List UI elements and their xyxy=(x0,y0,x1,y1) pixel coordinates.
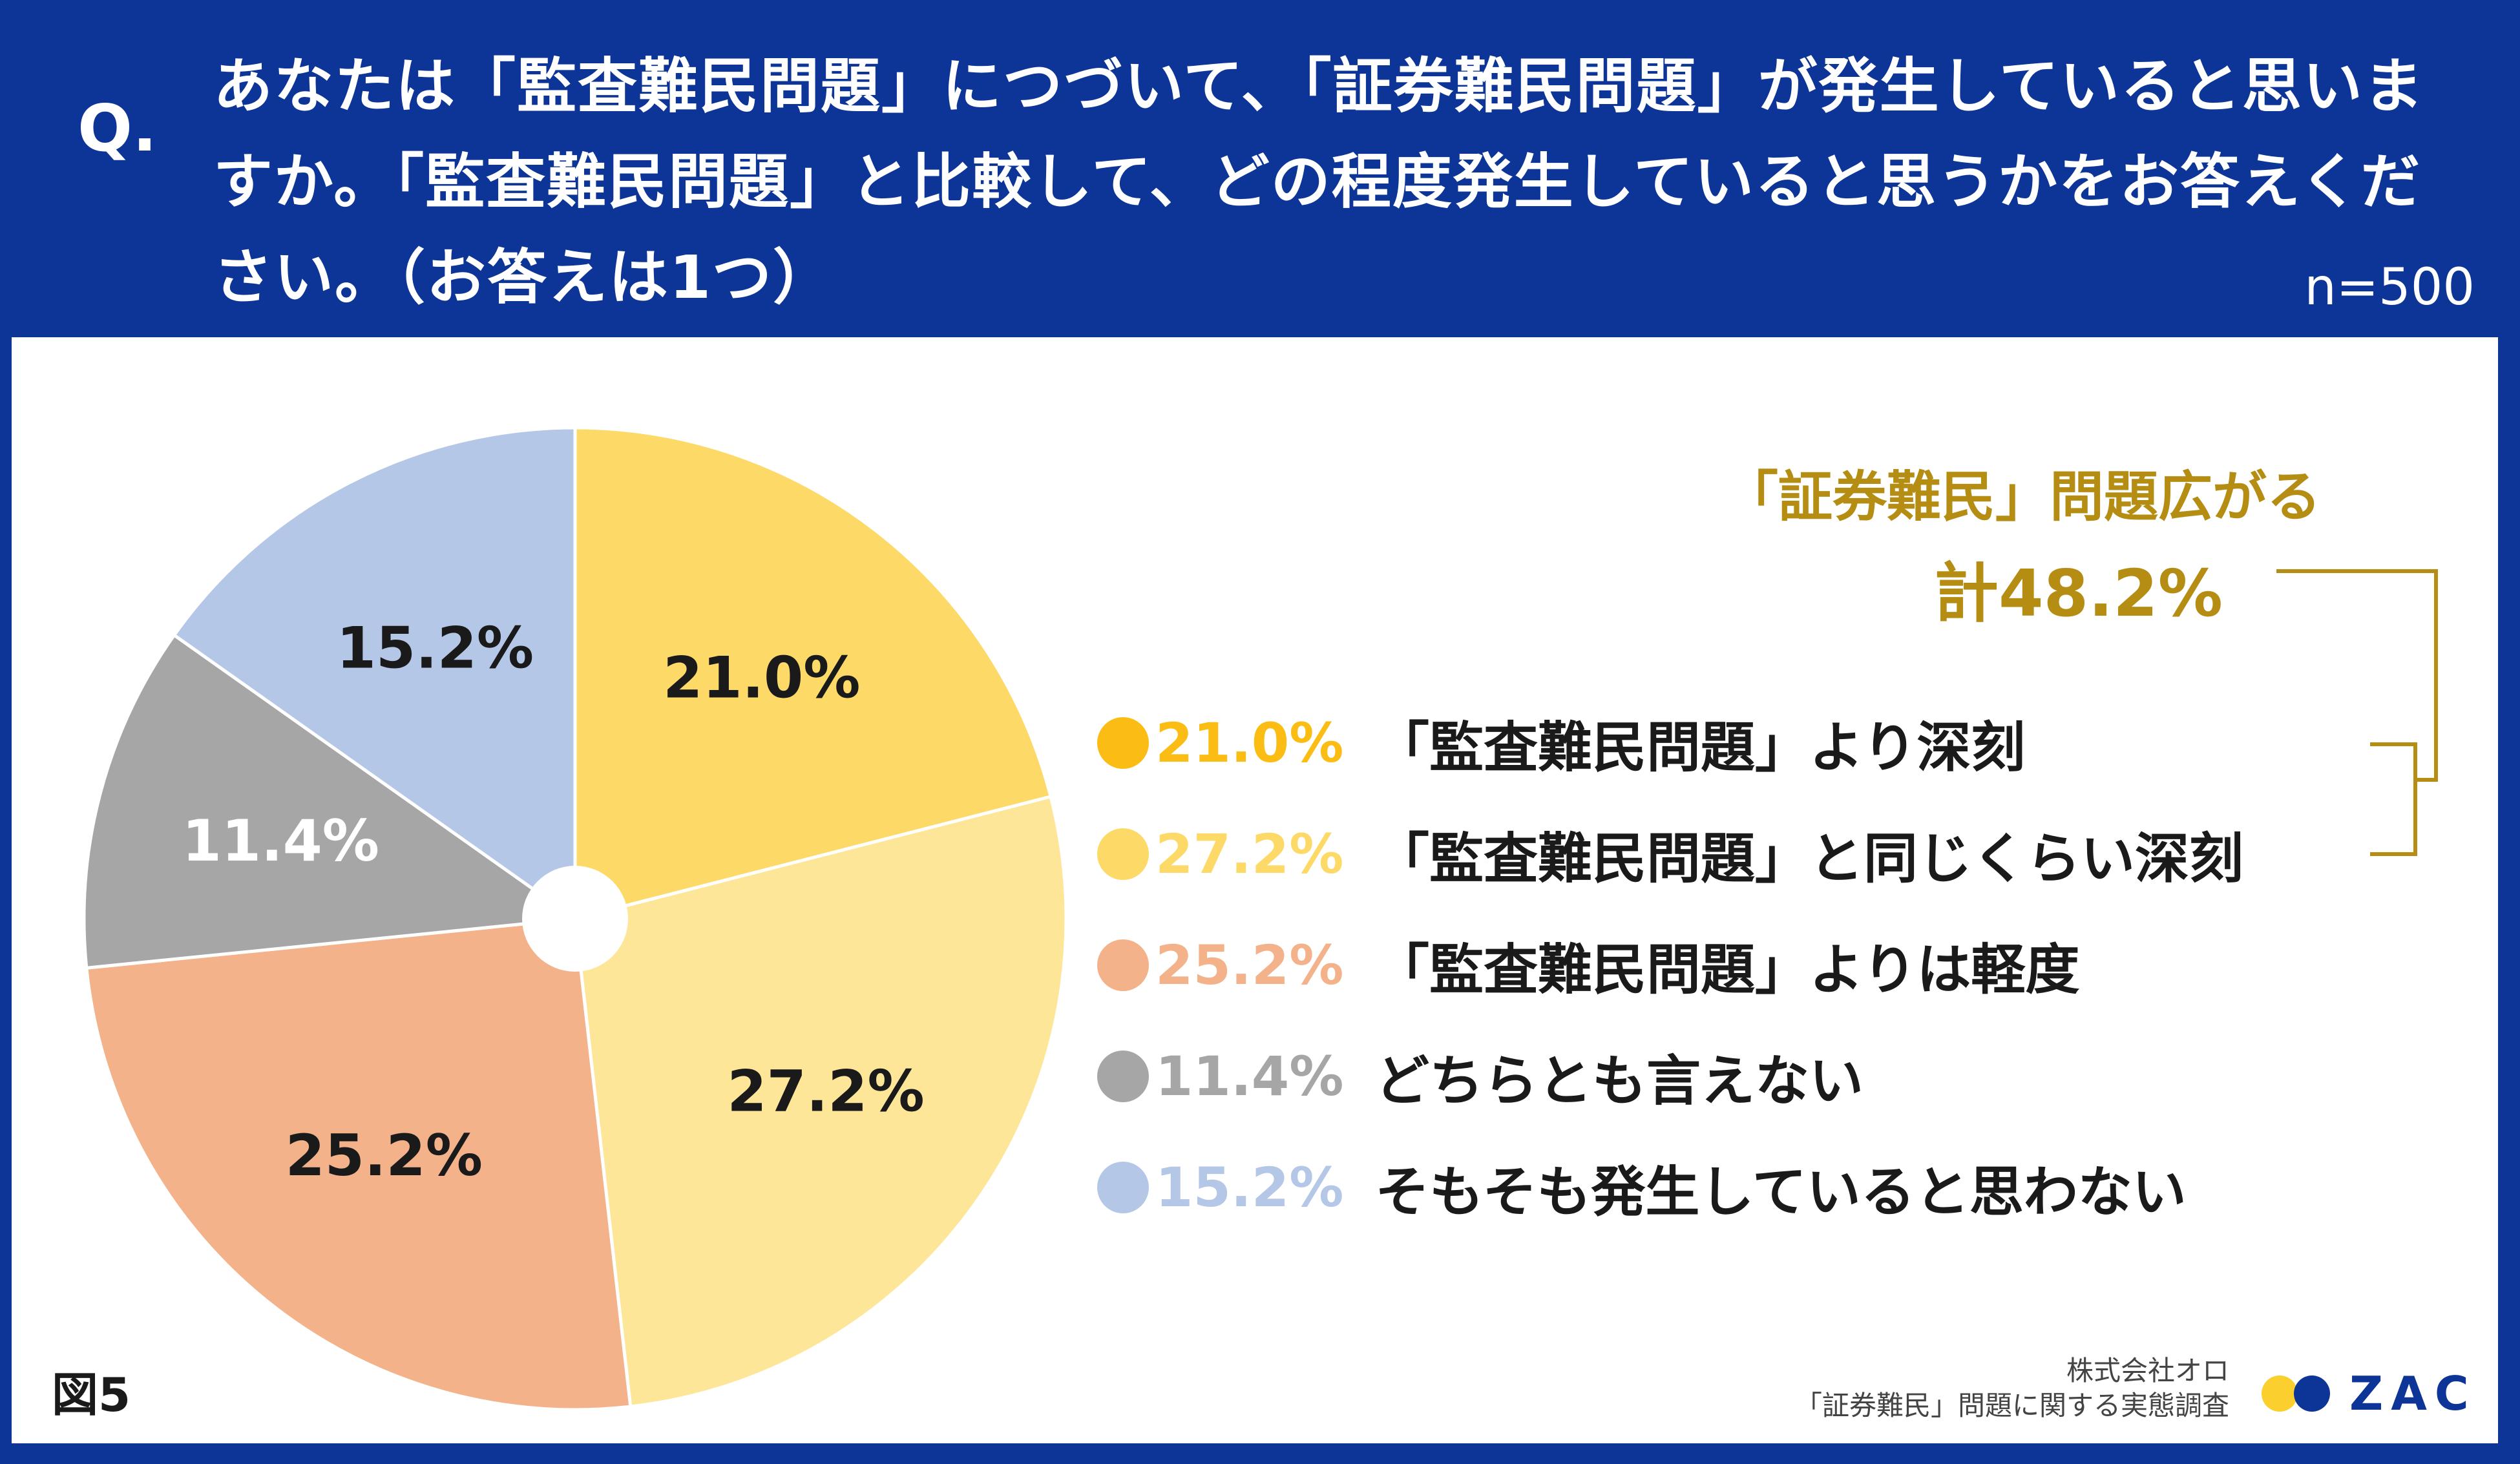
pie-slice-0 xyxy=(573,426,1053,921)
callout-title: 「証券難民」問題広がる xyxy=(1724,465,2322,528)
survey-name: 「証券難民」問題に関する実態調査 xyxy=(1794,1390,2229,1421)
pie-label-2: 25.2% xyxy=(286,1122,483,1189)
legend-dot xyxy=(1097,1162,1149,1213)
callout-total: 計48.2% xyxy=(1934,556,2223,631)
legend-value: 15.2% xyxy=(1155,1156,1344,1219)
legend-label: どちらとも言えない xyxy=(1375,1049,1864,1113)
legend-value: 21.0% xyxy=(1155,711,1344,775)
legend-item-3: 11.4% どちらとも言えない xyxy=(1097,1038,1864,1115)
pie-chart: 21.0% 27.2% 25.2% 11.4% 15.2% xyxy=(82,426,1068,1412)
legend-label: 「監査難民問題」よりは軽度 xyxy=(1375,937,2080,1001)
pie-label-0: 21.0% xyxy=(663,645,860,711)
callout-bracket xyxy=(2276,569,2438,856)
logo-text: ZAC xyxy=(2349,1366,2477,1421)
question-text: あなたは「監査難民問題」につづいて、「証券難民問題」が発生していると思いますか。… xyxy=(213,52,2424,312)
logo-dot-blue xyxy=(2294,1375,2330,1412)
legend-item-1: 27.2% 「監査難民問題」と同じくらい深刻 xyxy=(1097,815,2243,893)
question-mark: Q. xyxy=(78,90,157,166)
legend-dot xyxy=(1097,939,1149,991)
pie-label-3: 11.4% xyxy=(182,808,379,874)
legend-item-2: 25.2% 「監査難民問題」よりは軽度 xyxy=(1097,926,2079,1004)
legend-value: 27.2% xyxy=(1155,822,1344,886)
pie-slice-2 xyxy=(85,917,633,1412)
legend-item-0: 21.0% 「監査難民問題」より深刻 xyxy=(1097,704,2025,782)
legend-value: 11.4% xyxy=(1155,1045,1344,1108)
figure-label: 図5 xyxy=(52,1368,131,1422)
legend-label: そもそも発生していると思わない xyxy=(1375,1160,2187,1224)
pie-slice-4 xyxy=(172,426,577,922)
legend-item-4: 15.2% そもそも発生していると思わない xyxy=(1097,1149,2187,1226)
legend-dot xyxy=(1097,1051,1149,1102)
pie-label-4: 15.2% xyxy=(337,615,534,682)
legend-dot xyxy=(1097,828,1149,880)
logo-dot-yellow xyxy=(2262,1375,2298,1412)
pie-label-1: 27.2% xyxy=(727,1058,924,1124)
legend-label: 「監査難民問題」と同じくらい深刻 xyxy=(1375,826,2244,890)
chart-panel: 21.0% 27.2% 25.2% 11.4% 15.2% 「証券難民」問題広がる 計4… xyxy=(12,337,2498,1443)
company-name: 株式会社オロ xyxy=(2066,1355,2229,1386)
legend-value: 25.2% xyxy=(1155,934,1344,997)
legend-dot xyxy=(1097,717,1149,769)
sample-size: n=500 xyxy=(2304,258,2475,317)
pie-slice-3 xyxy=(82,633,580,970)
pie-slice-1 xyxy=(573,794,1068,1408)
zac-logo: ZAC xyxy=(2262,1366,2477,1421)
pie-center-hole xyxy=(522,866,628,972)
legend-label: 「監査難民問題」より深刻 xyxy=(1375,715,2026,779)
